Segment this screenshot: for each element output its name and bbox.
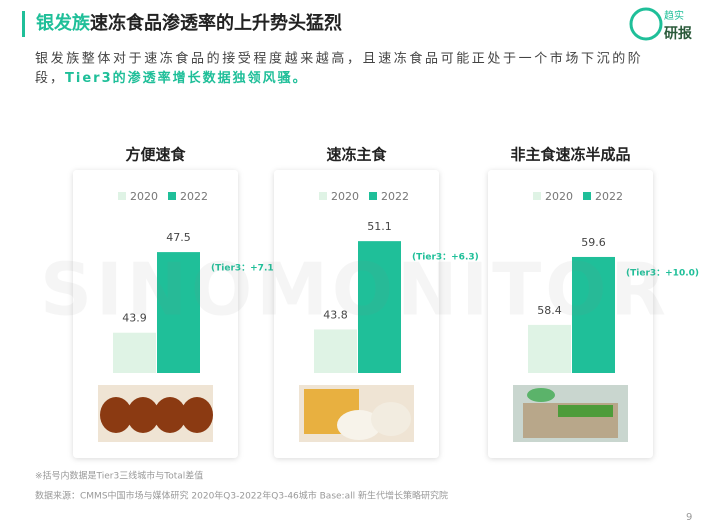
annotation: (Tier3：+7.1) [211, 264, 278, 274]
title-rest: 速冻食品渗透率的上升势头猛烈 [90, 12, 342, 34]
logo-ring [629, 7, 663, 41]
food-shape [558, 405, 613, 417]
food-shape [127, 397, 159, 433]
legend-swatch [118, 192, 126, 200]
bar [572, 256, 615, 373]
legend-swatch [369, 192, 377, 200]
subtitle-text: 段， [35, 71, 65, 86]
subtitle: 银发族整体对于速冻食品的接受程度越来越高，且速冻食品可能正处于一个市场下沉的阶 [35, 51, 643, 67]
logo-text: 研报 [664, 26, 692, 42]
slide-title: 银发族速冻食品渗透率的上升势头猛烈 [36, 12, 342, 34]
subtitle: 段，Tier3的渗透率增长数据独领风骚。 [35, 70, 308, 86]
chart-title: 非主食速冻半成品 [510, 146, 630, 164]
footnote: ※括号内数据是Tier3三线城市与Total差值 [35, 470, 203, 482]
legend-label: 2020 [331, 190, 359, 203]
food-shape [154, 397, 186, 433]
legend-swatch [533, 192, 541, 200]
value-label: 58.4 [537, 304, 562, 317]
title-bar [22, 11, 25, 37]
value-label: 51.1 [367, 220, 392, 233]
legend-label: 2022 [381, 190, 409, 203]
value-label: 59.6 [581, 236, 606, 249]
legend-label: 2020 [545, 190, 573, 203]
logo-text: 趋实 [664, 9, 684, 22]
page-number: 9 [686, 512, 692, 523]
legend-label: 2022 [180, 190, 208, 203]
title-highlight: 银发族 [36, 12, 91, 34]
annotation: (Tier3：+6.3) [412, 253, 479, 263]
annotation: (Tier3：+10.0) [626, 268, 699, 278]
bar [314, 329, 357, 373]
bar [113, 332, 156, 373]
food-shape [371, 402, 411, 436]
chart-title: 速冻主食 [326, 146, 387, 164]
food-shape [100, 397, 132, 433]
value-label: 43.9 [122, 312, 147, 325]
watermark: SINOMONITOR [40, 248, 670, 332]
bar [157, 252, 200, 373]
bar [358, 241, 401, 373]
chart-title: 方便速食 [125, 146, 186, 164]
food-shape [337, 410, 381, 440]
legend-swatch [583, 192, 591, 200]
value-label: 43.8 [323, 308, 348, 321]
legend-label: 2022 [595, 190, 623, 203]
bar [528, 324, 571, 373]
subtitle-bold: Tier3的渗透率增长数据独领风骚。 [65, 70, 308, 86]
legend-label: 2020 [130, 190, 158, 203]
value-label: 47.5 [166, 231, 191, 244]
source: 数据来源：CMMS中国市场与媒体研究 2020年Q3-2022年Q3-46城市 … [35, 490, 448, 502]
food-shape [527, 388, 555, 402]
charts: 方便速食 2020 43.9 2022 47.5 (Tier3：+7.1) 速冻主食 2020… [73, 146, 699, 458]
food-shape [181, 397, 213, 433]
legend-swatch [319, 192, 327, 200]
legend-swatch [168, 192, 176, 200]
